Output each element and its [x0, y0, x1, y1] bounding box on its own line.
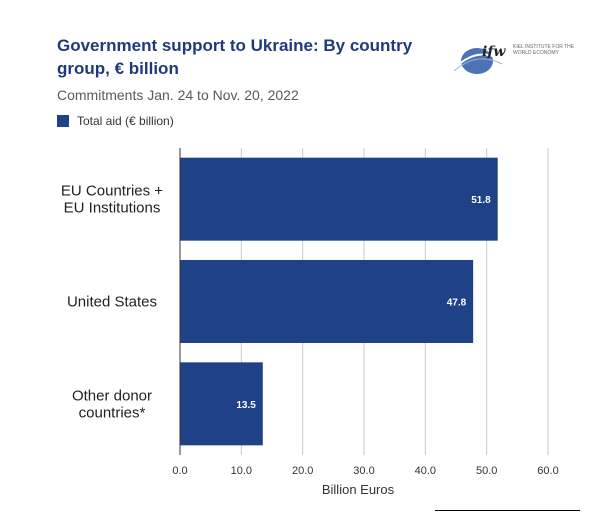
logo-subtext: KIEL INSTITUTE FOR THE WORLD ECONOMY [513, 44, 575, 56]
x-tick-label: 40.0 [415, 465, 436, 477]
chart-title: Government support to Ukraine: By countr… [57, 36, 413, 78]
x-axis-label: Billion Euros [322, 482, 395, 497]
x-tick-label: 0.0 [172, 465, 187, 477]
logo-text: ifw [482, 44, 506, 60]
data-label: 13.5 [236, 400, 256, 411]
ifw-logo-icon [453, 48, 503, 74]
data-label: 51.8 [471, 195, 491, 206]
legend: Total aid (€ billion) [57, 114, 174, 128]
category-label-line: Other donor [72, 387, 152, 404]
x-tick-label: 10.0 [231, 465, 252, 477]
bar [180, 157, 498, 241]
category-label: Other donor countries* [72, 387, 152, 421]
category-label-line: EU Countries + [61, 183, 163, 200]
x-tick-label: 60.0 [537, 465, 558, 477]
category-label-line: countries* [79, 404, 146, 421]
category-label-line: United States [67, 294, 157, 311]
category-label: EU Countries + EU Institutions [61, 183, 163, 217]
bar [180, 362, 263, 446]
x-tick-label: 50.0 [476, 465, 497, 477]
legend-swatch [57, 115, 69, 127]
footer-divider [435, 510, 580, 511]
bar [180, 260, 474, 343]
category-label: United States [67, 294, 157, 311]
category-label-line: EU Institutions [64, 200, 161, 217]
data-label: 47.8 [447, 298, 467, 309]
x-tick-label: 30.0 [353, 465, 374, 477]
legend-label: Total aid (€ billion) [77, 114, 174, 128]
chart-subtitle: Commitments Jan. 24 to Nov. 20, 2022 [57, 87, 299, 103]
x-tick-label: 20.0 [292, 465, 313, 477]
